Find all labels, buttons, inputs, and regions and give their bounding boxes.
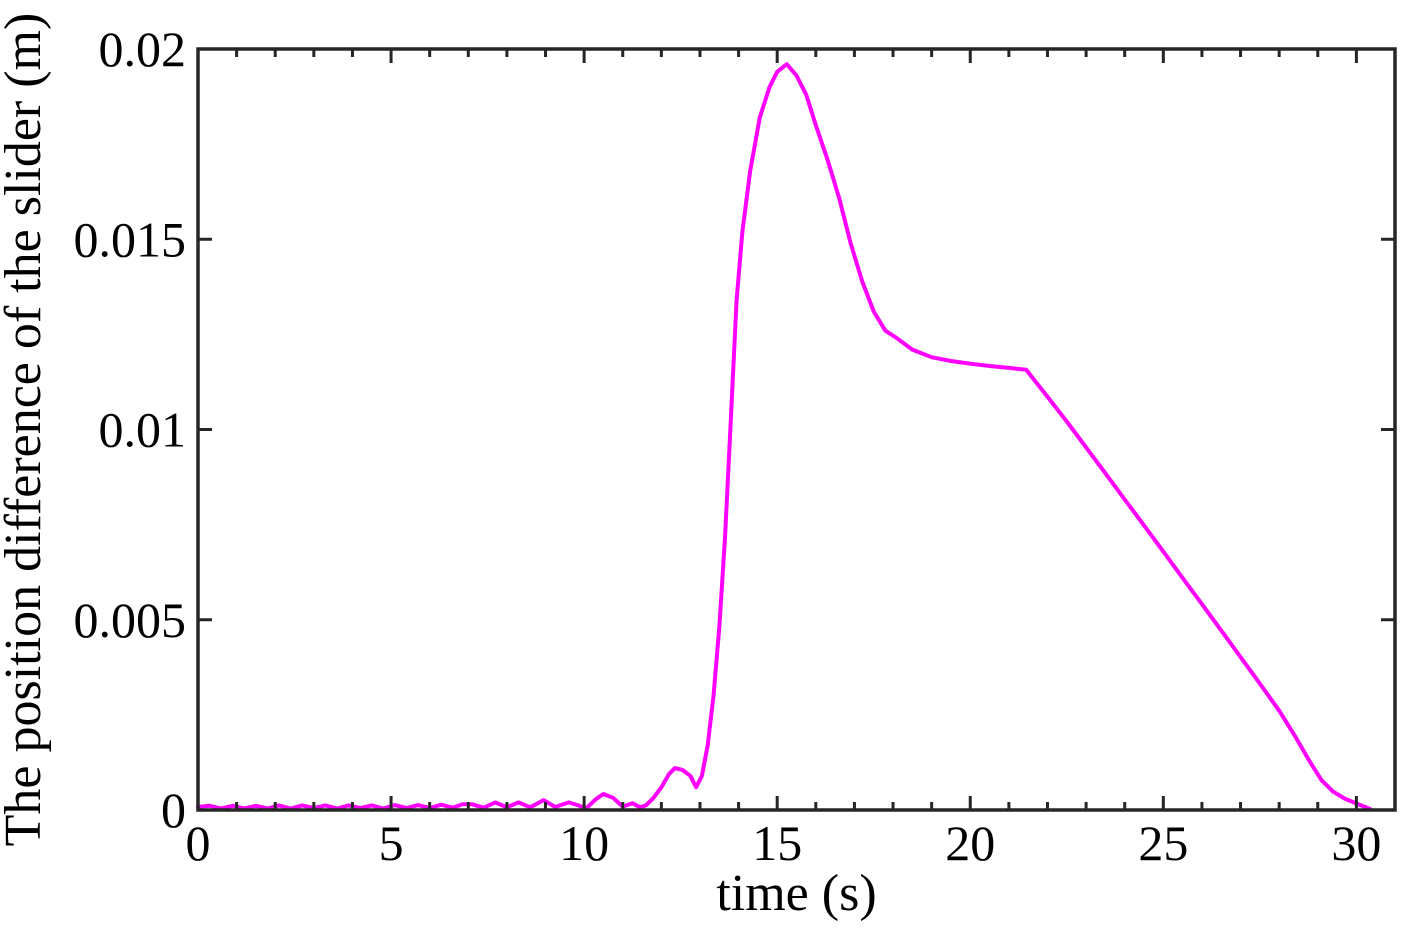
x-tick-label: 30 — [1331, 815, 1381, 871]
x-tick-label: 5 — [379, 815, 404, 871]
y-tick-label: 0.02 — [99, 21, 187, 77]
x-tick-label: 25 — [1138, 815, 1188, 871]
y-axis-label: The position difference of the slider (m… — [0, 13, 52, 847]
x-axis-label: time (s) — [716, 865, 876, 922]
axes — [196, 47, 1397, 812]
tick-labels: 0 5 10 15 20 25 30 0 0.005 0.01 0.015 0.02 — [74, 21, 1382, 871]
x-tick-label: 10 — [559, 815, 609, 871]
x-tick-label: 15 — [752, 815, 802, 871]
y-tick-label: 0.015 — [74, 211, 187, 267]
x-tick-label: 0 — [186, 815, 211, 871]
y-tick-label: 0.005 — [74, 592, 187, 648]
series-line — [196, 62, 1372, 811]
y-tick-label: 0 — [161, 782, 186, 838]
series-group — [196, 62, 1372, 811]
x-tick-label: 20 — [945, 815, 995, 871]
y-tick-label: 0.01 — [99, 402, 187, 458]
